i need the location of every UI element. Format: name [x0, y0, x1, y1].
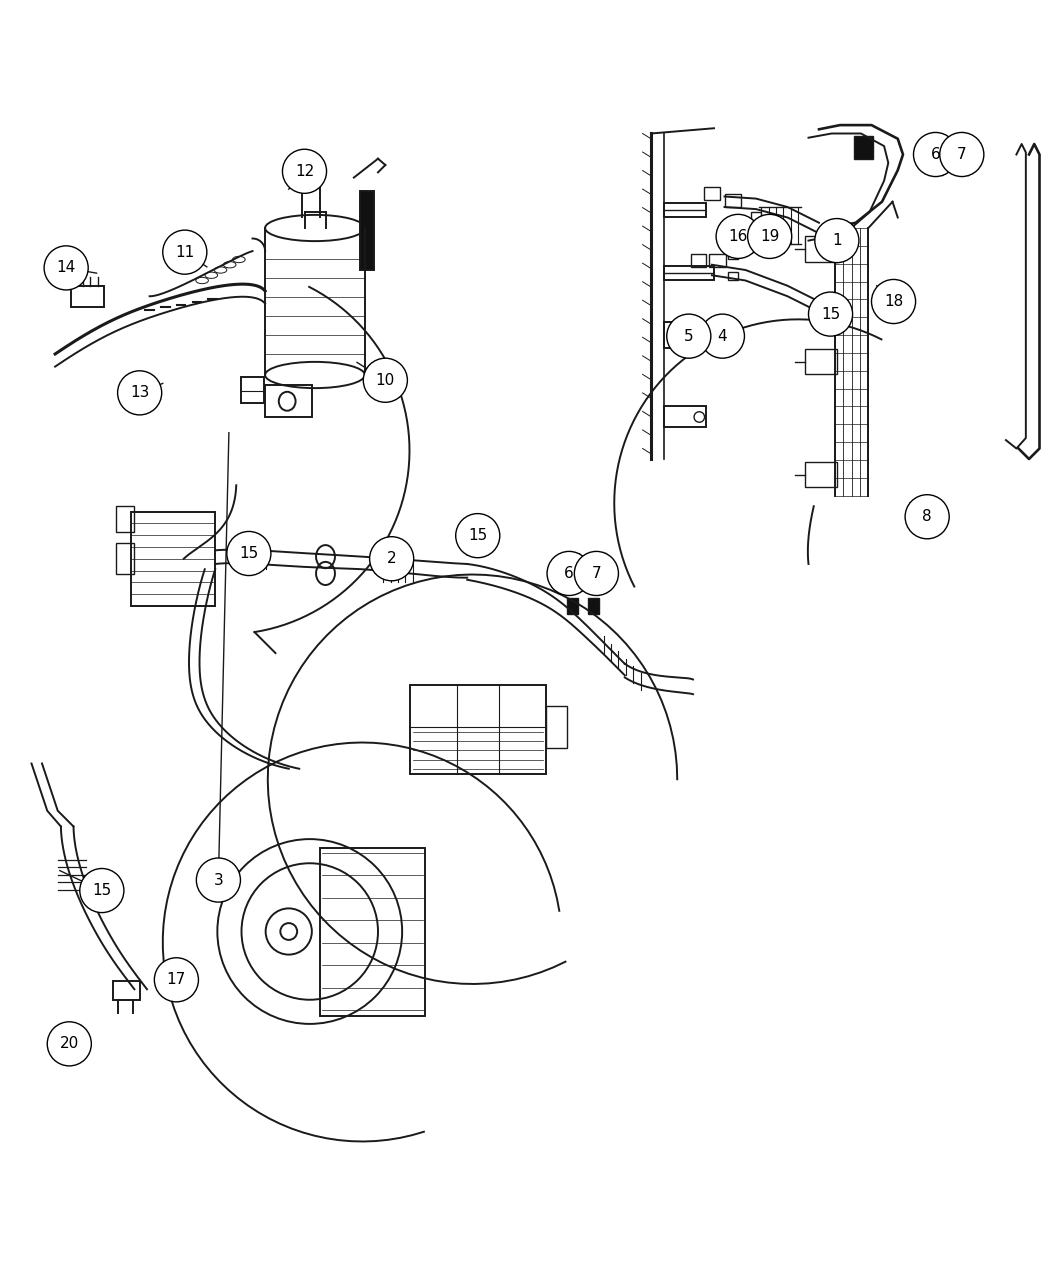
Text: 4: 4 — [717, 329, 728, 344]
Circle shape — [163, 230, 207, 274]
Text: 16: 16 — [729, 230, 748, 244]
Circle shape — [905, 495, 949, 539]
Circle shape — [700, 314, 744, 358]
Text: 2: 2 — [386, 551, 397, 566]
Text: 8: 8 — [922, 509, 932, 524]
Bar — [709, 254, 726, 266]
Circle shape — [940, 133, 984, 176]
Circle shape — [370, 537, 414, 581]
Circle shape — [547, 551, 591, 595]
Text: 19: 19 — [760, 230, 779, 244]
Bar — [71, 286, 104, 307]
Text: 11: 11 — [175, 245, 194, 260]
Text: 10: 10 — [376, 372, 395, 388]
Bar — [320, 848, 425, 1015]
Text: 15: 15 — [821, 306, 840, 321]
Circle shape — [872, 279, 916, 324]
Bar — [805, 236, 837, 261]
Bar — [691, 254, 706, 266]
Text: 6: 6 — [564, 566, 574, 581]
Text: 7: 7 — [591, 566, 602, 581]
Text: 15: 15 — [239, 546, 258, 561]
Bar — [131, 511, 215, 606]
Bar — [116, 506, 134, 533]
Circle shape — [154, 958, 198, 1002]
Text: 20: 20 — [60, 1037, 79, 1052]
Bar — [728, 272, 738, 280]
Bar — [113, 980, 140, 1000]
Circle shape — [227, 532, 271, 575]
Circle shape — [667, 314, 711, 358]
Bar — [854, 135, 873, 158]
Circle shape — [815, 218, 859, 263]
Circle shape — [118, 371, 162, 414]
Circle shape — [808, 292, 853, 337]
Bar — [664, 323, 714, 348]
Text: 5: 5 — [684, 329, 694, 344]
Bar — [410, 685, 546, 774]
Bar — [704, 187, 720, 200]
Bar — [265, 385, 313, 417]
Text: 6: 6 — [930, 147, 941, 162]
Bar — [724, 194, 741, 207]
Circle shape — [196, 858, 240, 903]
Bar — [664, 203, 706, 218]
Bar — [546, 706, 567, 747]
Text: 12: 12 — [295, 163, 314, 179]
Bar — [567, 598, 578, 615]
Text: 15: 15 — [468, 528, 487, 543]
Bar — [805, 349, 837, 375]
Text: 14: 14 — [57, 260, 76, 275]
Bar — [805, 462, 837, 487]
Circle shape — [44, 246, 88, 289]
Text: 18: 18 — [884, 295, 903, 309]
Circle shape — [716, 214, 760, 259]
Circle shape — [914, 133, 958, 176]
Circle shape — [282, 149, 327, 194]
Circle shape — [456, 514, 500, 557]
Bar — [359, 191, 374, 270]
Bar — [588, 598, 598, 615]
Text: 15: 15 — [92, 884, 111, 898]
Bar — [116, 543, 134, 575]
Circle shape — [748, 214, 792, 259]
Text: 7: 7 — [957, 147, 967, 162]
Text: 17: 17 — [167, 973, 186, 987]
Circle shape — [47, 1021, 91, 1066]
Bar — [751, 212, 761, 221]
Text: 1: 1 — [832, 233, 842, 249]
Circle shape — [574, 551, 618, 595]
Text: 3: 3 — [213, 872, 224, 887]
Bar — [728, 251, 738, 260]
Bar — [664, 265, 714, 280]
Circle shape — [80, 868, 124, 913]
Text: 13: 13 — [130, 385, 149, 400]
Bar — [664, 407, 706, 427]
Bar — [242, 377, 265, 403]
Circle shape — [363, 358, 407, 403]
